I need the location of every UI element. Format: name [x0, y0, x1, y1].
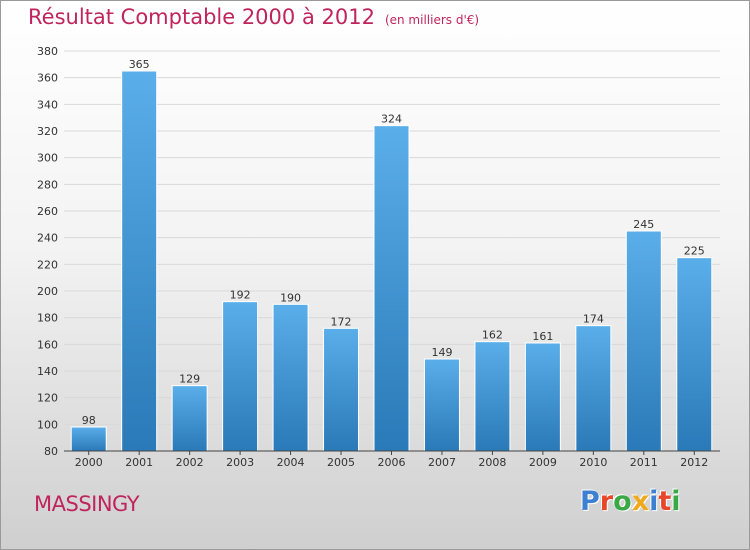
y-tick-label: 240: [37, 232, 58, 245]
data-label: 162: [482, 329, 503, 342]
x-tick-label: 2003: [226, 456, 254, 469]
y-tick-label: 200: [37, 285, 58, 298]
y-tick-label: 260: [37, 205, 58, 218]
data-label: 161: [532, 330, 553, 343]
x-tick-label: 2000: [75, 456, 103, 469]
bar-2002: [171, 385, 208, 452]
y-tick-label: 220: [37, 258, 58, 271]
data-label: 245: [633, 218, 654, 231]
y-tick-label: 80: [44, 445, 58, 458]
data-label: 149: [431, 346, 452, 359]
y-tick-label: 360: [37, 72, 58, 85]
x-axis-ticks: 2000 2001 2002 2003 2004 2005 2006 2007 2008 2009…: [75, 451, 708, 469]
data-label: 190: [280, 291, 301, 304]
x-tick-label: 2006: [378, 456, 406, 469]
data-label: 172: [331, 315, 352, 328]
chart-title-text: Résultat Comptable 2000 à 2012: [28, 5, 375, 29]
logo-letter: P: [580, 486, 600, 517]
x-tick-label: 2010: [579, 456, 607, 469]
data-label: 98: [82, 414, 96, 427]
logo-letter: o: [613, 486, 632, 517]
x-tick-label: 2007: [428, 456, 456, 469]
y-tick-label: 280: [37, 178, 58, 191]
data-label: 129: [179, 373, 200, 386]
x-tick-label: 2011: [630, 456, 658, 469]
chart-title: Résultat Comptable 2000 à 2012 (en millie…: [28, 5, 479, 29]
bars: [70, 70, 713, 452]
bar-2001: [121, 70, 158, 452]
y-tick-label: 160: [37, 338, 58, 351]
bar-2006: [373, 125, 410, 452]
x-tick-label: 2005: [327, 456, 355, 469]
y-tick-label: 180: [37, 312, 58, 325]
data-label: 174: [583, 313, 604, 326]
bar-2005: [323, 327, 360, 452]
logo-letter: i: [649, 486, 659, 517]
y-axis-ticks: 80 100 120 140 160 180 200 220 240 260 280 300 320 34…: [37, 45, 58, 458]
bar-2011: [625, 230, 662, 452]
data-label: 225: [684, 245, 705, 258]
data-label: 192: [230, 289, 251, 302]
y-tick-label: 140: [37, 365, 58, 378]
x-tick-label: 2001: [125, 456, 153, 469]
data-label: 365: [129, 58, 150, 71]
y-tick-label: 320: [37, 125, 58, 138]
x-tick-label: 2008: [478, 456, 506, 469]
bar-2003: [222, 301, 259, 452]
y-tick-label: 100: [37, 418, 58, 431]
x-tick-label: 2004: [277, 456, 305, 469]
bar-2009: [524, 342, 561, 452]
bar-2012: [676, 257, 713, 452]
data-label: 324: [381, 113, 402, 126]
data-labels: 98 365 129 192 190 172 324 149 162 161 174 245 225: [82, 58, 705, 427]
bar-2004: [272, 303, 309, 452]
logo-letter: t: [658, 486, 672, 517]
logo-letter: r: [599, 486, 614, 517]
proxiti-logo[interactable]: Proxiti: [580, 486, 681, 517]
y-tick-label: 380: [37, 45, 58, 58]
x-tick-label: 2002: [176, 456, 204, 469]
x-tick-label: 2012: [680, 456, 708, 469]
bar-2000: [70, 426, 107, 452]
location-name: MASSINGY: [34, 492, 140, 516]
bar-2007: [423, 358, 460, 452]
x-tick-label: 2009: [529, 456, 557, 469]
bar-2010: [575, 325, 612, 452]
y-tick-label: 340: [37, 98, 58, 111]
y-tick-label: 300: [37, 152, 58, 165]
logo-letter: x: [631, 486, 650, 517]
bar-2008: [474, 341, 511, 452]
logo-letter: i: [671, 486, 681, 517]
y-tick-label: 120: [37, 392, 58, 405]
chart-subtitle: (en milliers d'€): [384, 13, 480, 27]
